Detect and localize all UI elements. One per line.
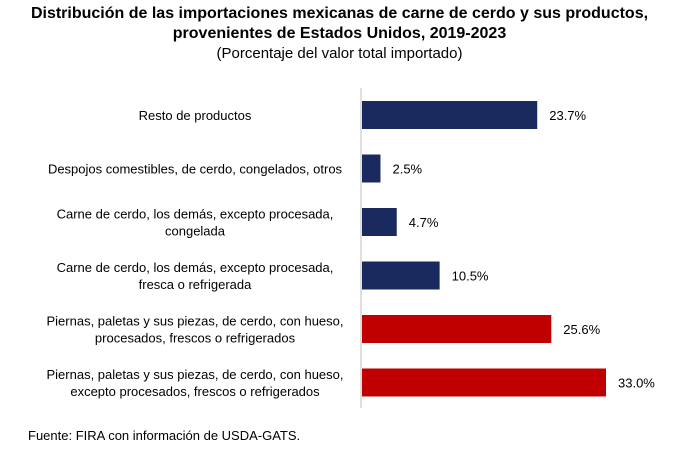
category-label-1: Resto de productos <box>139 108 252 123</box>
value-label-6: 33.0% <box>618 376 655 391</box>
chart-title-line-2: provenientes de Estados Unidos, 2019-202… <box>172 25 507 42</box>
bars-group: 23.7% Resto de productos 2.5% Despojos come… <box>46 101 655 399</box>
value-label-5: 25.6% <box>563 322 600 337</box>
category-label-1-line-1: Resto de productos <box>139 108 252 123</box>
bar-1 <box>362 101 538 129</box>
value-label-3: 4.7% <box>409 215 439 230</box>
category-label-4: Carne de cerdo, los demás, excepto proce… <box>57 260 334 292</box>
category-label-4-line-2: fresca o refrigerada <box>139 277 252 292</box>
value-label-4: 10.5% <box>452 269 489 284</box>
category-label-6-line-2: excepto procesados, frescos o refrigerad… <box>70 384 320 399</box>
value-label-1: 23.7% <box>549 108 586 123</box>
bar-3 <box>362 208 397 236</box>
source-note: Fuente: FIRA con información de USDA-GAT… <box>28 428 301 443</box>
category-label-6-line-1: Piernas, paletas y sus piezas, de cerdo,… <box>46 367 343 382</box>
category-label-2: Despojos comestibles, de cerdo, congelad… <box>48 162 343 177</box>
category-label-3-line-2: congelada <box>165 224 226 239</box>
category-label-5-line-2: procesados, frescos o refrigerados <box>95 331 296 346</box>
bar-4 <box>362 261 440 290</box>
value-label-2: 2.5% <box>392 162 422 177</box>
category-label-5: Piernas, paletas y sus piezas, de cerdo,… <box>46 314 343 346</box>
category-label-2-line-1: Despojos comestibles, de cerdo, congelad… <box>48 162 343 177</box>
bar-5 <box>362 315 552 343</box>
category-label-3-line-1: Carne de cerdo, los demás, excepto proce… <box>57 207 334 222</box>
category-label-4-line-1: Carne de cerdo, los demás, excepto proce… <box>57 260 334 275</box>
bar-2 <box>362 154 381 183</box>
category-label-3: Carne de cerdo, los demás, excepto proce… <box>57 207 334 239</box>
chart-title-block: Distribución de las importaciones mexica… <box>0 4 679 64</box>
category-label-6: Piernas, paletas y sus piezas, de cerdo,… <box>46 367 343 399</box>
category-label-5-line-1: Piernas, paletas y sus piezas, de cerdo,… <box>46 314 343 329</box>
bar-6 <box>362 368 606 397</box>
chart-title-line-1: Distribución de las importaciones mexica… <box>30 5 649 22</box>
chart-subtitle: (Porcentaje del valor total importado) <box>216 45 463 62</box>
